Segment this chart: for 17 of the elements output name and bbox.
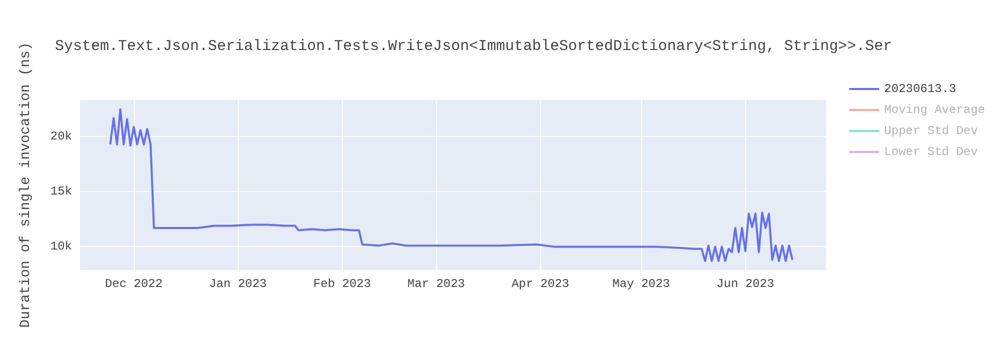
y-tick-label: 20k [50,130,72,144]
x-tick-label: Jan 2023 [209,277,267,291]
y-axis-title: Duration of single invocation (ns) [18,42,34,328]
legend-label: 20230613.3 [884,82,956,96]
legend-label: Lower Std Dev [884,145,978,159]
x-tick-label: Dec 2022 [104,277,163,291]
y-tick-label: 10k [50,240,72,254]
x-tick-label: Feb 2023 [313,277,371,291]
x-tick-label: May 2023 [612,277,670,291]
y-tick-label: 15k [50,184,72,199]
line-series [109,108,794,262]
x-tick-label: Mar 2023 [407,277,466,291]
x-tick-label: Apr 2023 [512,277,570,291]
legend-label: Upper Std Dev [884,124,978,138]
x-tick-label: Jun 2023 [716,277,774,291]
legend-label: Moving Average [884,103,986,117]
chart-title: System.Text.Json.Serialization.Tests.WriteJson<ImmutableSortedDictionary<String, String>>.Ser [55,38,892,55]
